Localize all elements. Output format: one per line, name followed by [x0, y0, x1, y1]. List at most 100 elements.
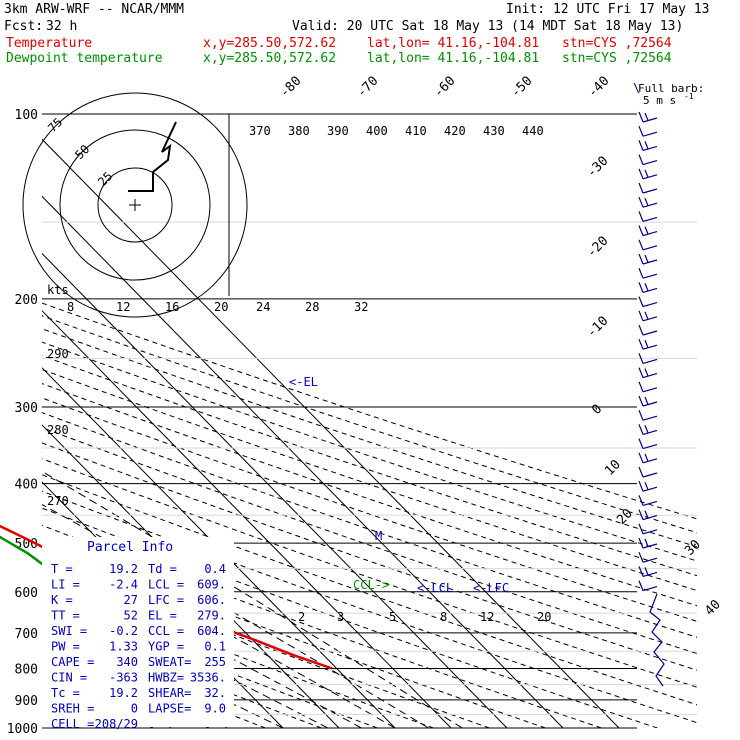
temperature-legend: Temperature [6, 36, 93, 51]
wind-speed-label: 8 [67, 300, 74, 314]
wind-barb [638, 452, 658, 464]
parcel-param-label: SHEAR= [148, 686, 191, 700]
parcel-param-value: 32. [204, 686, 226, 700]
theta-e-label: 380 [288, 124, 310, 138]
parcel-param-label: YGP = [148, 640, 184, 654]
mixing-ratio-label: 20 [537, 610, 551, 624]
parcel-param-label: K = [51, 593, 73, 607]
wind-barb [638, 125, 658, 137]
wind-barb [638, 495, 658, 506]
el-annotation: <-EL [289, 375, 318, 389]
moist-adiabat-line [42, 563, 362, 728]
isotherm-right-label: -20 [584, 234, 611, 261]
parcel-param-value: 0.1 [204, 640, 226, 654]
parcel-param-label: EL = [148, 609, 177, 623]
wind-barb [638, 353, 658, 364]
parcel-param-label: TT = [51, 609, 80, 623]
pressure-label: 600 [15, 586, 38, 601]
parcel-param-label: LI = [51, 578, 80, 592]
wind-speed-label: 28 [305, 300, 319, 314]
wind-barb [638, 253, 658, 265]
wind-barb [638, 438, 658, 450]
isotherm-top-label: -50 [508, 74, 535, 101]
theta-label: 280 [47, 423, 69, 437]
isotherm-right-label: 40 [702, 597, 724, 619]
theta-e-label: 370 [249, 124, 271, 138]
isotherm-right-label: -30 [584, 154, 611, 181]
hodograph-ring-label: 75 [45, 115, 65, 135]
wind-barb [638, 324, 658, 336]
barb-legend-icon: \ [633, 81, 640, 95]
isotherm-top-label: -70 [354, 74, 381, 101]
wind-barb [638, 282, 658, 293]
parcel-param-value: -0.2 [109, 624, 138, 638]
wind-barb [638, 154, 658, 166]
parcel-param-value: 52 [124, 609, 138, 623]
moist-adiabat-line [42, 588, 329, 728]
wind-barb [638, 211, 658, 222]
parcel-param-value: 609. [197, 578, 226, 592]
isotherm-right-label: 10 [602, 457, 624, 479]
mixing-ratio-label: 3 [337, 610, 344, 624]
theta-label: 290 [47, 347, 69, 361]
hodograph-unit-label: kts [47, 283, 69, 297]
wind-barb [638, 296, 658, 308]
wind-barb [638, 111, 658, 123]
theta-e-label: 440 [522, 124, 544, 138]
parcel-param-label: PW = [51, 640, 80, 654]
pressure-label: 700 [15, 627, 38, 642]
isotherm-line [0, 114, 3, 728]
wind-barb [638, 551, 658, 563]
parcel-param-label: Td = [148, 562, 177, 576]
isotherm-line [42, 252, 508, 728]
dewpoint-xy: x,y=285.50,572.62 [203, 51, 337, 66]
parcel-param-label: HWBZ= [148, 671, 184, 685]
hodograph-ring [97, 167, 173, 243]
parcel-param-value: 9.0 [204, 702, 226, 716]
wind-barb [638, 466, 658, 478]
parcel-info-box [42, 537, 234, 727]
wind-barb [638, 182, 658, 194]
parcel-param-value: 208/29 [95, 717, 138, 731]
wind-barb [638, 338, 658, 350]
forecast-label: Fcst: [4, 19, 44, 34]
parcel-param-value: 19.2 [109, 686, 138, 700]
dewpoint-station: stn=CYS ,72564 [562, 51, 672, 66]
wind-barb [638, 480, 658, 492]
wind-speed-label: 12 [116, 300, 130, 314]
isotherm-right-label: -10 [584, 314, 611, 341]
theta-e-label: 420 [444, 124, 466, 138]
pressure-label: 1000 [7, 722, 38, 737]
mixing-ratio-label: 5 [389, 610, 396, 624]
isotherm-line [42, 138, 620, 728]
parcel-param-value: 606. [197, 593, 226, 607]
parcel-param-value: 19.2 [109, 562, 138, 576]
wind-barb [638, 509, 658, 521]
wind-barb [638, 267, 658, 279]
parcel-param-value: -2.4 [109, 578, 138, 592]
wind-speed-label: 16 [165, 300, 179, 314]
temperature-latlon: lat,lon= 41.16,-104.81 [367, 36, 540, 51]
wind-barb [638, 140, 658, 151]
mixing-ratio-label: 2 [298, 610, 305, 624]
parcel-param-value: 255 [204, 655, 226, 669]
parcel-param-label: T = [51, 562, 73, 576]
mean-annotation: M [375, 529, 382, 543]
wind-barb [638, 566, 658, 577]
wind-barb [638, 168, 658, 180]
hodograph-ring [22, 92, 248, 318]
wind-barb [638, 367, 658, 379]
parcel-param-value: 604. [197, 624, 226, 638]
barb-legend-unit: 5 m s [643, 94, 676, 107]
pressure-label: 200 [15, 293, 38, 308]
parcel-param-value: 27 [124, 593, 138, 607]
isotherm-line [42, 367, 396, 728]
init-time: Init: 12 UTC Fri 17 May 13 [506, 2, 710, 17]
wind-speed-label: 24 [256, 300, 270, 314]
parcel-param-label: CCL = [148, 624, 184, 638]
wind-barb [638, 537, 658, 549]
pressure-label: 400 [15, 478, 38, 493]
hodograph-ring-label: 25 [95, 169, 115, 189]
wind-barb [638, 523, 658, 535]
wind-barb [638, 395, 658, 407]
